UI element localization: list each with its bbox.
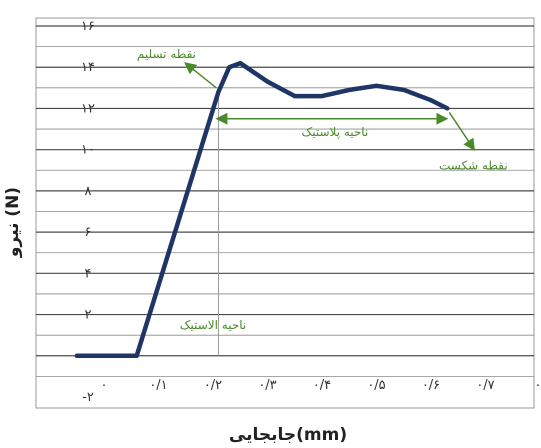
plot-frame — [35, 17, 535, 409]
y-tick-label: ۱۰ — [81, 143, 95, 158]
y-tick-label: ۶ — [85, 225, 92, 240]
fracture-point-arrow — [448, 112, 476, 151]
y-tick-label: ۴ — [85, 266, 92, 281]
x-tick-label: ۰/۳ — [258, 378, 276, 393]
y-tick-label: ۱۴ — [81, 60, 95, 75]
x-tick-label: ۰/۷ — [476, 378, 494, 393]
fracture-point-label: نقطه شکست — [439, 158, 508, 172]
x-tick-label: ۰/۲ — [204, 378, 222, 393]
plastic-region-label: ناحیه پلاستیک — [301, 125, 368, 139]
grid-lines — [36, 25, 534, 377]
series-layer — [74, 60, 450, 359]
x-tick-label: ۰/۵ — [367, 378, 385, 393]
yield-point-label: نقطه تسلیم — [137, 47, 196, 61]
x-tick-label: ۰/۴ — [313, 378, 331, 393]
x-tick-label: ۰ — [101, 378, 108, 393]
elastic-region-label: ناحیه الاستیک — [180, 318, 247, 332]
x-tick-label: ۰/۱ — [149, 378, 167, 393]
x-axis-title: جابجایی(mm) — [229, 425, 347, 445]
x-tick-label: ۰/۶ — [422, 378, 440, 393]
y-tick-label: ۱۲ — [81, 101, 95, 116]
annotations: نقطه تسلیم ناحیه پلاستیک نقطه شکست ناحیه… — [137, 47, 508, 332]
y-tick-label: ۱۶ — [81, 19, 95, 34]
series-line — [74, 60, 450, 359]
y-tick-labels: -۲ ۲ ۴ ۶ ۸ ۱۰ ۱۲ ۱۴ ۱۶ — [81, 19, 95, 405]
y-tick-label: ۲ — [85, 308, 92, 323]
x-tick-labels: ۰ ۰/۱ ۰/۲ ۰/۳ ۰/۴ ۰/۵ ۰/۶ ۰/۷ ۰/ — [101, 378, 541, 393]
y-tick-label: ۸ — [85, 184, 92, 199]
x-tick-label: ۰/ — [534, 378, 541, 393]
y-axis-title: نیرو (N) — [3, 187, 23, 258]
yield-point-arrow — [184, 62, 217, 89]
y-tick-label: -۲ — [82, 390, 94, 405]
